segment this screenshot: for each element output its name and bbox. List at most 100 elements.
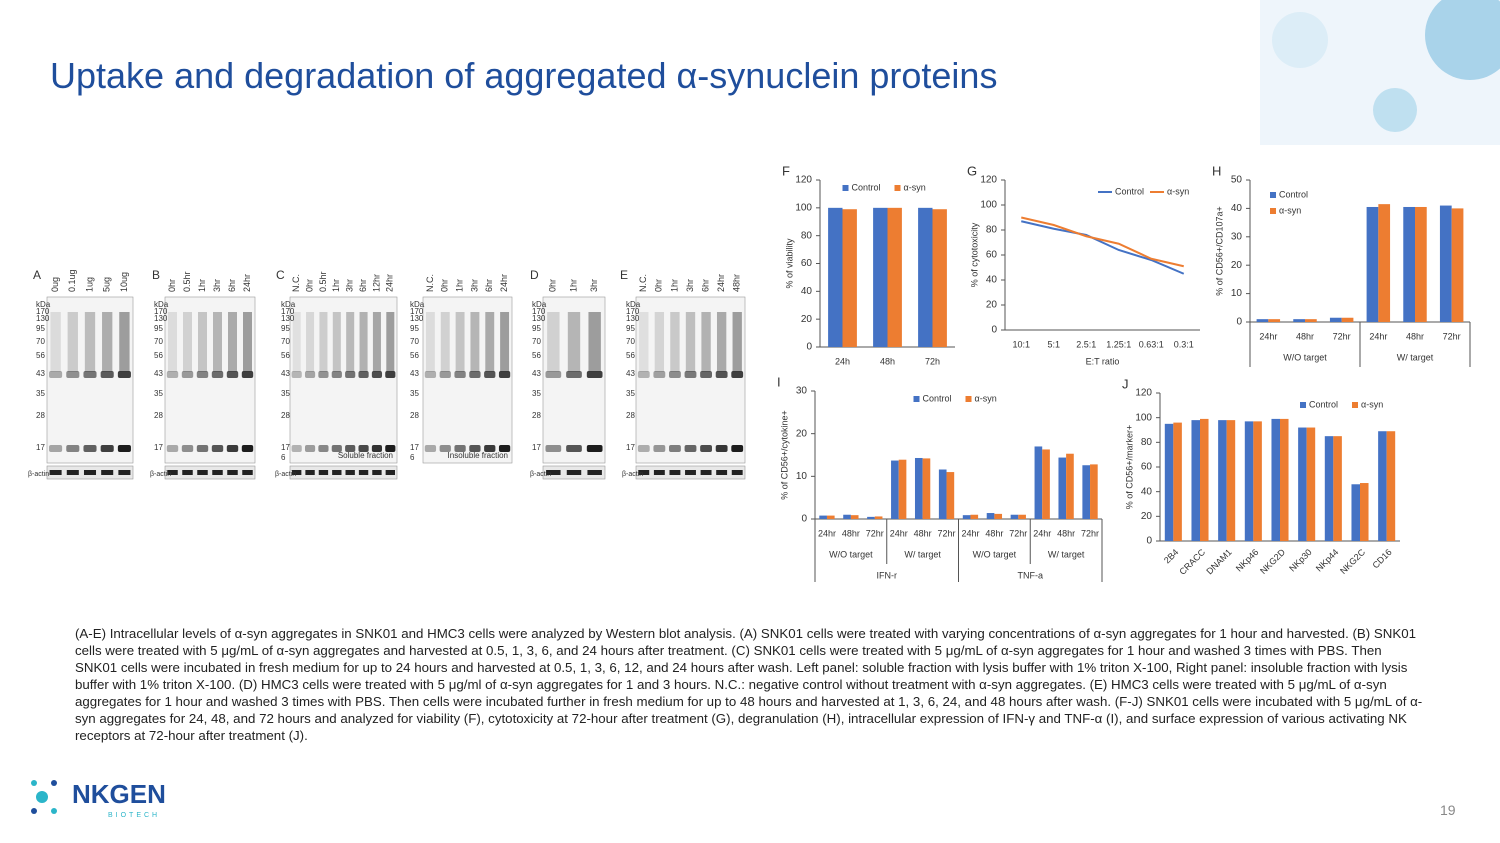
x-tick-label: 72hr <box>1081 528 1099 538</box>
blot-band <box>371 445 383 452</box>
y-tick-label: 10 <box>796 471 808 482</box>
lane-label: 24hr <box>242 274 252 292</box>
decor-cells <box>1260 0 1500 145</box>
bar <box>932 209 947 347</box>
lane-label: 1ug <box>84 277 94 292</box>
x-tick-label: 0.63:1 <box>1139 339 1164 349</box>
blot-smear <box>654 312 665 372</box>
y-tick-label: 60 <box>986 250 998 261</box>
x-tick-label: NKG2C <box>1338 547 1367 576</box>
x-tick-label: 5:1 <box>1047 339 1060 349</box>
blot-smear <box>50 312 61 372</box>
actin-band <box>546 470 561 475</box>
blot-smear <box>500 312 510 372</box>
blot-band <box>669 445 681 452</box>
kda-marker: 170 <box>626 307 640 316</box>
blot-band <box>226 371 239 378</box>
bar <box>842 209 857 347</box>
blot-band <box>358 371 369 378</box>
blot-smear <box>198 312 207 372</box>
group-label: W/O target <box>829 549 873 559</box>
blot-smear <box>168 312 177 372</box>
y-tick-label: 0 <box>1146 536 1152 547</box>
lane-label: 6hr <box>700 279 710 292</box>
bar <box>1191 420 1200 541</box>
x-tick-label: 1.25:1 <box>1106 339 1131 349</box>
panel-label: G <box>967 163 977 178</box>
legend-label: Control <box>923 393 952 403</box>
blot-band <box>731 371 744 378</box>
kda-marker: 28 <box>410 411 419 420</box>
actin-label: β-actin <box>530 471 551 478</box>
panel-label: F <box>782 163 790 178</box>
x-tick-label: 48h <box>880 356 895 366</box>
x-tick-label: 24hr <box>961 528 979 538</box>
lane-label: 1hr <box>454 279 464 292</box>
bar <box>1341 317 1354 322</box>
actin-band <box>212 470 223 475</box>
panel-label: J <box>1122 376 1129 391</box>
x-tick-label: 48hr <box>985 528 1003 538</box>
y-tick-label: 0 <box>801 514 807 525</box>
bar <box>1293 319 1305 322</box>
x-tick-label: 2B4 <box>1162 547 1180 565</box>
blot-band <box>331 445 342 452</box>
kda-marker: 28 <box>532 411 541 420</box>
bar <box>1415 206 1427 322</box>
kda-marker: 35 <box>532 389 541 398</box>
lane-label: 24hr <box>385 274 395 292</box>
bar <box>843 514 851 519</box>
kda-marker: 170 <box>410 307 424 316</box>
panel-label: A <box>33 268 41 282</box>
blot-membrane <box>46 296 134 464</box>
kda-marker: 43 <box>626 369 635 378</box>
bar <box>1042 449 1050 519</box>
blot-band <box>211 371 224 378</box>
kda-marker: 43 <box>281 369 290 378</box>
lane-label: 0.5hr <box>318 271 328 292</box>
kda-marker: 95 <box>36 324 45 333</box>
kda-marker: 130 <box>626 314 640 323</box>
kda-marker: 17 <box>281 443 290 452</box>
legend-swatch <box>1270 208 1276 214</box>
supergroup-label: IFN-r <box>877 570 898 580</box>
bar <box>1244 421 1254 541</box>
lane-label: 24hr <box>716 274 726 292</box>
line-series <box>1021 216 1184 268</box>
kda-marker: 95 <box>154 324 163 333</box>
blot-smear <box>485 312 495 372</box>
group-label: W/ target <box>1397 352 1434 362</box>
blot-membrane <box>164 296 256 464</box>
blot-smear <box>359 312 368 372</box>
blot-band <box>331 371 342 378</box>
bar <box>1351 484 1360 541</box>
blot-band <box>304 445 316 452</box>
logo-dot <box>31 808 37 814</box>
lane-label: 3hr <box>212 279 222 292</box>
blot-band <box>454 445 466 452</box>
bar <box>994 513 1003 519</box>
blot-smear <box>228 312 237 372</box>
kda-marker: 95 <box>532 324 541 333</box>
blot-band <box>166 445 179 452</box>
blot-band <box>226 445 239 452</box>
blot-band <box>117 371 131 378</box>
legend-swatch <box>965 396 972 402</box>
bar <box>1066 453 1074 519</box>
x-tick-label: NKp44 <box>1314 547 1341 574</box>
x-tick-label: 72hr <box>1443 331 1461 341</box>
blot-band <box>66 445 80 452</box>
y-tick-label: 80 <box>1141 437 1153 448</box>
kda-marker: 56 <box>154 351 163 360</box>
logo-dot <box>31 780 37 786</box>
bar <box>1451 208 1464 322</box>
kda-marker: 56 <box>410 351 419 360</box>
blot-smear <box>547 312 560 372</box>
actin-band <box>638 470 650 475</box>
kda-marker: 56 <box>36 351 45 360</box>
bar <box>887 207 902 347</box>
decor-cell <box>1272 12 1328 68</box>
blot-membrane <box>542 296 606 464</box>
y-tick-label: 120 <box>980 175 997 186</box>
x-tick-label: 24hr <box>818 528 836 538</box>
